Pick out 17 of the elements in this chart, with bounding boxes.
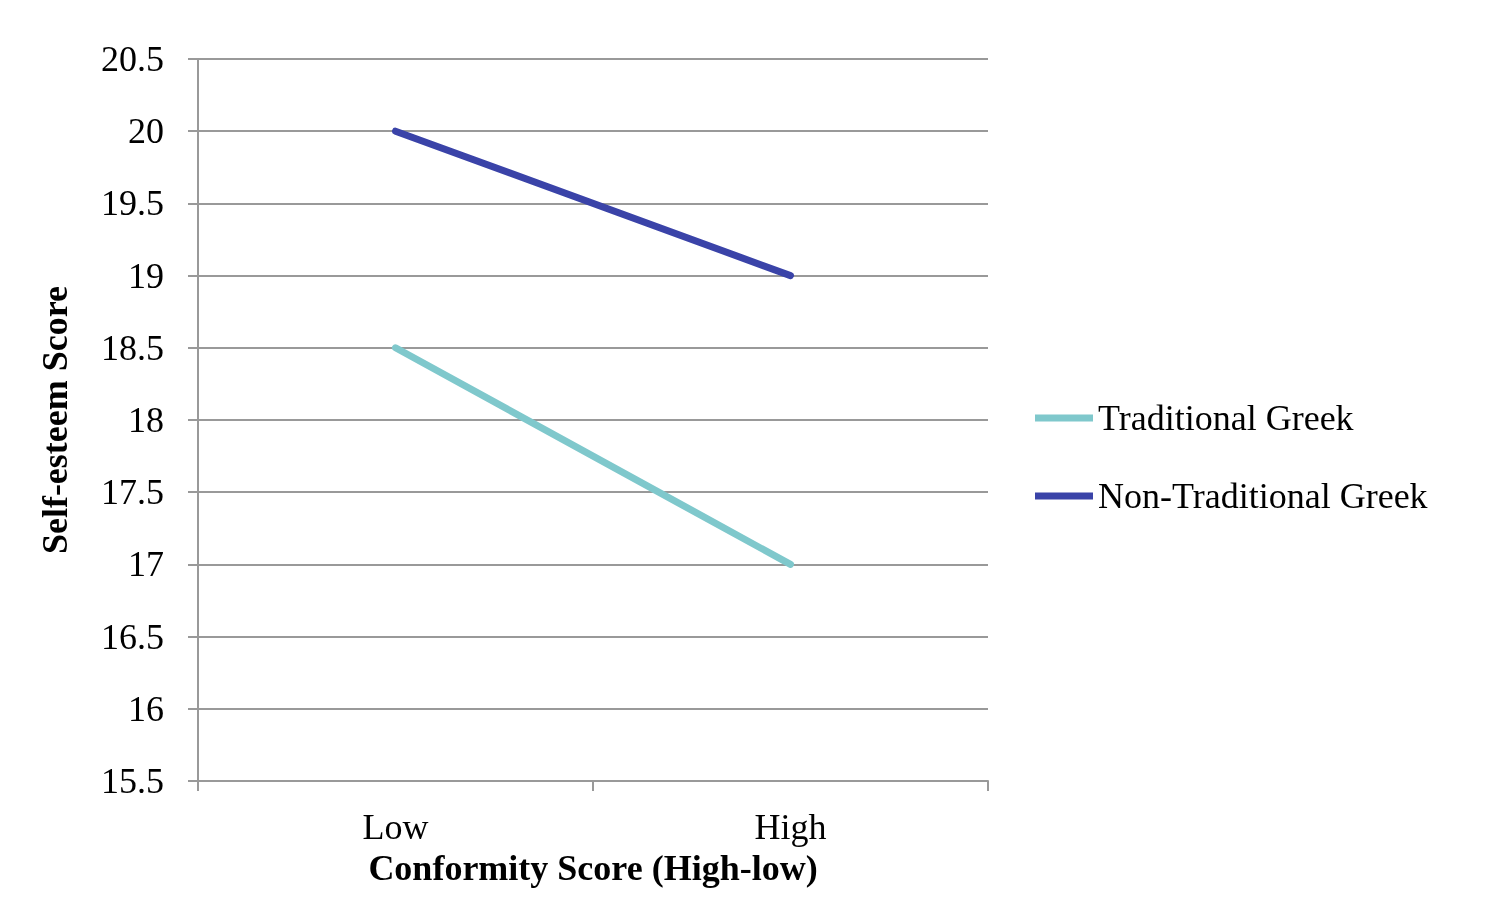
y-tick-label: 16.5 bbox=[101, 616, 164, 657]
y-tick-label: 20.5 bbox=[101, 39, 164, 79]
y-tick-label: 20 bbox=[128, 111, 164, 152]
x-tick-label: Low bbox=[362, 807, 429, 847]
y-tick-label: 17 bbox=[128, 544, 164, 585]
y-tick-label: 18 bbox=[128, 400, 164, 440]
y-tick-label: 16 bbox=[128, 688, 164, 729]
legend-label: Traditional Greek bbox=[1098, 398, 1354, 438]
y-axis-title: Self-esteem Score bbox=[35, 285, 75, 555]
y-tick-label: 15.5 bbox=[101, 761, 164, 801]
y-tick-label: 19 bbox=[128, 255, 164, 296]
y-tick-label: 19.5 bbox=[101, 183, 164, 224]
x-tick-label: High bbox=[754, 807, 827, 847]
x-axis-title: Conformity Score (High-low) bbox=[368, 847, 818, 888]
y-tick-label: 17.5 bbox=[101, 472, 164, 513]
y-tick-label: 18.5 bbox=[101, 327, 164, 368]
legend-label: Non-Traditional Greek bbox=[1098, 476, 1428, 516]
